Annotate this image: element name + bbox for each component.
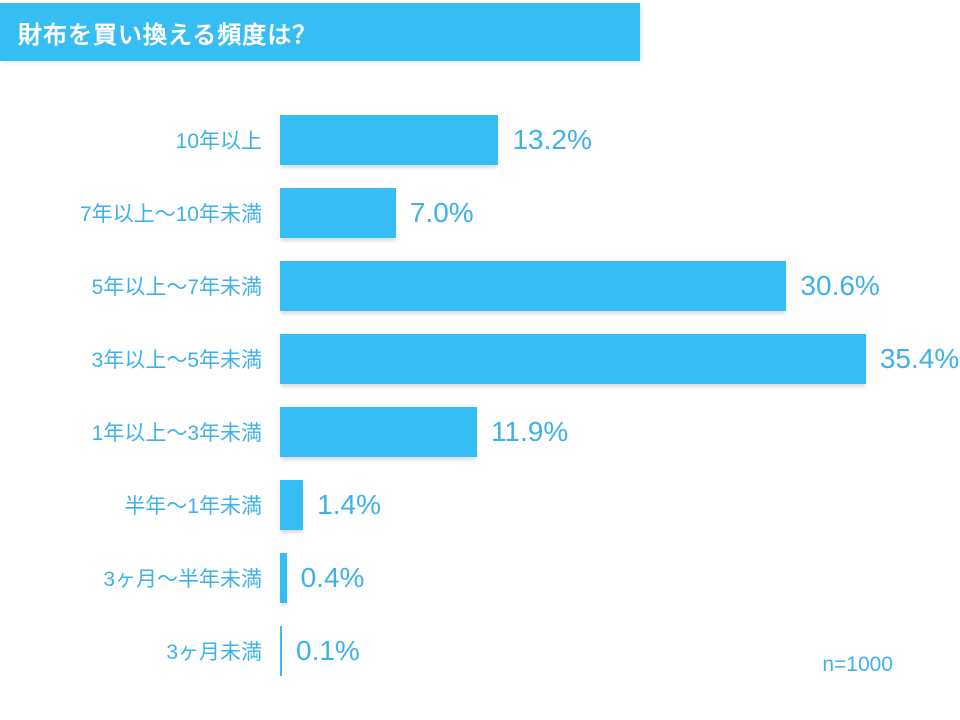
bar-row: 5年以上～7年未満 30.6% [0,249,960,322]
bar-track: 13.2% [280,114,942,165]
bar [280,552,287,603]
category-label: 3ヶ月～半年未満 [103,567,262,591]
bar-track: 0.4% [280,552,942,603]
bar-row: 3ヶ月～半年未満 0.4% [0,541,960,614]
bar-row: 3ヶ月未満 0.1% [0,614,960,687]
bar-track: 11.9% [280,406,942,457]
bar-row: 7年以上～10年未満 7.0% [0,176,960,249]
value-label: 0.1% [296,634,360,666]
bar [280,333,866,384]
category-label: 10年以上 [175,129,262,153]
bar-track: 30.6% [280,260,942,311]
bar-row: 3年以上～5年未満 35.4% [0,322,960,395]
bar-track: 7.0% [280,187,942,238]
bar [280,114,499,165]
value-label: 35.4% [879,342,960,374]
bar-track: 0.1% [280,625,942,676]
bar-row: 1年以上～3年未満 11.9% [0,395,960,468]
value-label: 11.9% [490,415,569,447]
sample-size-note: n=1000 [822,653,893,676]
value-label: 7.0% [409,196,474,228]
category-label: 7年以上～10年未満 [79,202,262,226]
value-label: 1.4% [317,488,381,520]
bar [280,406,477,457]
bar-row: 半年～1年未満 1.4% [0,468,960,541]
category-label: 1年以上～3年未満 [91,421,262,445]
category-label: 3ヶ月未満 [166,640,262,664]
value-label: 30.6% [800,269,880,301]
category-label: 3年以上～5年未満 [91,348,262,372]
bar [280,260,787,311]
bar-chart: 10年以上 13.2% 7年以上～10年未満 7.0% 5年以上～7年未満 30.6% 3年… [0,103,960,687]
bar [280,479,304,530]
category-label: 半年～1年未満 [124,494,262,518]
bar-track: 1.4% [280,479,942,530]
category-label: 5年以上～7年未満 [91,275,262,299]
value-label: 13.2% [512,123,592,155]
bar-track: 35.4% [280,333,959,384]
bar-row: 10年以上 13.2% [0,103,960,176]
bar [280,187,396,238]
title-banner: 財布を買い換える頻度は？ [0,3,640,61]
value-label: 0.4% [300,561,365,593]
chart-title: 財布を買い換える頻度は？ [18,21,318,49]
bar [280,625,282,676]
